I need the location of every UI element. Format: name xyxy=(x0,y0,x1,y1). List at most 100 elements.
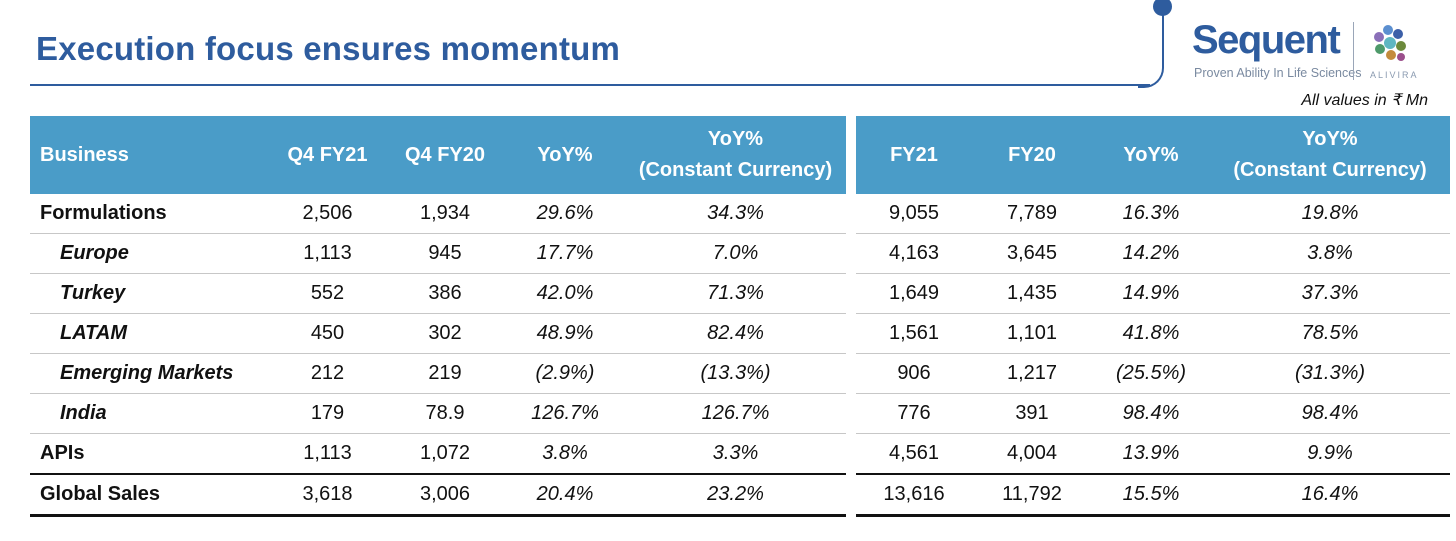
row-business: Turkey xyxy=(30,273,270,314)
title-underline xyxy=(30,84,1150,86)
cell-fy21: 4,561 xyxy=(856,433,972,475)
cell-yoy: (25.5%) xyxy=(1092,353,1210,394)
row-business: Global Sales xyxy=(30,474,270,517)
cell-yoy: 13.9% xyxy=(1092,433,1210,475)
header-q4fy21: Q4 FY21 xyxy=(270,116,385,194)
cell-q4fy21: 1,113 xyxy=(270,233,385,274)
cell-fy21: 4,163 xyxy=(856,233,972,274)
header-cc-line2: (Constant Currency) xyxy=(638,159,833,181)
cell-yoy: 41.8% xyxy=(1092,313,1210,354)
table-row: India 179 78.9 126.7% 126.7% xyxy=(30,393,846,434)
company-logo: Sequent Proven Ability In Life Sciences … xyxy=(1190,18,1420,86)
table-row: 4,163 3,645 14.2% 3.8% xyxy=(856,233,1450,274)
header-cc-line1: YoY% xyxy=(707,128,764,150)
header-q4fy20: Q4 FY20 xyxy=(385,116,505,194)
cell-fy20: 11,792 xyxy=(972,474,1092,517)
table-row: Emerging Markets 212 219 (2.9%) (13.3%) xyxy=(30,353,846,394)
table-row: LATAM 450 302 48.9% 82.4% xyxy=(30,313,846,354)
cell-cc: 98.4% xyxy=(1210,393,1450,434)
header-yoy-year: YoY% xyxy=(1092,116,1210,194)
cell-cc: 78.5% xyxy=(1210,313,1450,354)
table-row: 906 1,217 (25.5%) (31.3%) xyxy=(856,353,1450,394)
cell-q4fy20: 3,006 xyxy=(385,474,505,517)
table-row: APIs 1,113 1,072 3.8% 3.3% xyxy=(30,433,846,475)
cell-q4fy21: 1,113 xyxy=(270,433,385,475)
alivira-mark-icon xyxy=(1374,25,1406,61)
cell-yoy: 98.4% xyxy=(1092,393,1210,434)
cell-yoy: 42.0% xyxy=(505,273,625,314)
cell-cc: 71.3% xyxy=(625,273,846,314)
cell-cc: 9.9% xyxy=(1210,433,1450,475)
cell-q4fy21: 552 xyxy=(270,273,385,314)
cell-q4fy21: 212 xyxy=(270,353,385,394)
cell-fy21: 906 xyxy=(856,353,972,394)
table-row: 4,561 4,004 13.9% 9.9% xyxy=(856,433,1450,475)
header-cc-year: YoY% (Constant Currency) xyxy=(1210,116,1450,194)
cell-yoy: 14.2% xyxy=(1092,233,1210,274)
cell-fy21: 13,616 xyxy=(856,474,972,517)
row-business: Formulations xyxy=(30,194,270,234)
cell-cc: 34.3% xyxy=(625,194,846,234)
cell-fy21: 9,055 xyxy=(856,194,972,234)
cell-cc: 126.7% xyxy=(625,393,846,434)
table-row: 1,561 1,101 41.8% 78.5% xyxy=(856,313,1450,354)
cell-q4fy21: 3,618 xyxy=(270,474,385,517)
cell-q4fy20: 1,072 xyxy=(385,433,505,475)
logo-divider xyxy=(1353,22,1354,80)
header-yoy-quarter: YoY% xyxy=(505,116,625,194)
table-row: 776 391 98.4% 98.4% xyxy=(856,393,1450,434)
cell-fy20: 4,004 xyxy=(972,433,1092,475)
row-business: APIs xyxy=(30,433,270,475)
cell-q4fy20: 302 xyxy=(385,313,505,354)
cell-q4fy20: 945 xyxy=(385,233,505,274)
header-business: Business xyxy=(30,116,270,194)
logo-subbrand: ALIVIRA xyxy=(1370,70,1419,80)
cell-yoy: 14.9% xyxy=(1092,273,1210,314)
cell-fy20: 1,217 xyxy=(972,353,1092,394)
header-cc-quarter: YoY% (Constant Currency) xyxy=(625,116,846,194)
cell-yoy: 15.5% xyxy=(1092,474,1210,517)
title-underline-curve xyxy=(1138,10,1164,88)
table-row: 9,055 7,789 16.3% 19.8% xyxy=(856,194,1450,234)
cell-yoy: 16.3% xyxy=(1092,194,1210,234)
cell-q4fy20: 386 xyxy=(385,273,505,314)
cell-yoy: 48.9% xyxy=(505,313,625,354)
table-row: 1,649 1,435 14.9% 37.3% xyxy=(856,273,1450,314)
units-note: All values in ₹ Mn xyxy=(1301,92,1428,109)
cell-cc: 3.8% xyxy=(1210,233,1450,274)
cell-q4fy20: 78.9 xyxy=(385,393,505,434)
row-business: India xyxy=(30,393,270,434)
cell-cc: 3.3% xyxy=(625,433,846,475)
cell-cc: 19.8% xyxy=(1210,194,1450,234)
cell-yoy: 17.7% xyxy=(505,233,625,274)
logo-wordmark: Sequent xyxy=(1192,18,1341,62)
cell-fy20: 1,101 xyxy=(972,313,1092,354)
table-row: Europe 1,113 945 17.7% 7.0% xyxy=(30,233,846,274)
row-business: LATAM xyxy=(30,313,270,354)
cell-cc: (13.3%) xyxy=(625,353,846,394)
cell-fy20: 391 xyxy=(972,393,1092,434)
table-row: Turkey 552 386 42.0% 71.3% xyxy=(30,273,846,314)
cell-fy20: 1,435 xyxy=(972,273,1092,314)
cell-q4fy21: 2,506 xyxy=(270,194,385,234)
page-title: Execution focus ensures momentum xyxy=(36,30,621,67)
table-header-row: FY21 FY20 YoY% YoY% (Constant Currency) xyxy=(856,116,1450,194)
header-fy20: FY20 xyxy=(972,116,1092,194)
table-total-row: Global Sales 3,618 3,006 20.4% 23.2% xyxy=(30,474,846,517)
annual-table: FY21 FY20 YoY% YoY% (Constant Currency) … xyxy=(856,116,1450,517)
cell-cc: 16.4% xyxy=(1210,474,1450,517)
row-business: Europe xyxy=(30,233,270,274)
cell-yoy: 29.6% xyxy=(505,194,625,234)
header-fy21: FY21 xyxy=(856,116,972,194)
cell-yoy: 3.8% xyxy=(505,433,625,475)
cell-cc: 82.4% xyxy=(625,313,846,354)
cell-fy20: 7,789 xyxy=(972,194,1092,234)
cell-yoy: 20.4% xyxy=(505,474,625,517)
title-underline-dot xyxy=(1153,0,1172,16)
cell-q4fy20: 1,934 xyxy=(385,194,505,234)
row-business: Emerging Markets xyxy=(30,353,270,394)
cell-cc: 23.2% xyxy=(625,474,846,517)
quarterly-table: Business Q4 FY21 Q4 FY20 YoY% YoY% (Cons… xyxy=(30,116,846,517)
header-cc-line1: YoY% xyxy=(1302,128,1358,150)
table-total-row: 13,616 11,792 15.5% 16.4% xyxy=(856,474,1450,517)
